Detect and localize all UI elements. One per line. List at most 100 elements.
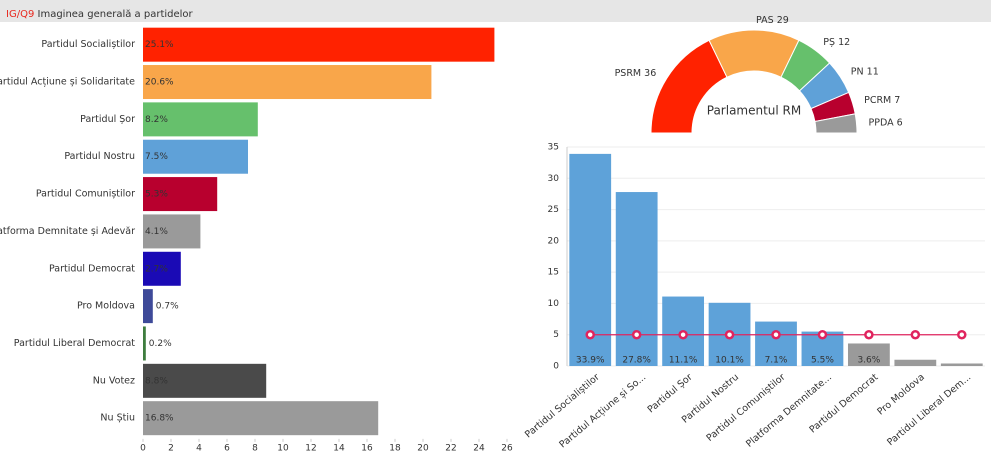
header-bar — [0, 0, 991, 22]
slice-label: PAS 29 — [756, 15, 789, 26]
y-tick-label: 35 — [548, 143, 559, 153]
bar — [143, 27, 495, 62]
bar — [143, 401, 379, 436]
slice-value: 6 — [897, 117, 903, 128]
x-tick-label: 22 — [445, 443, 456, 453]
bar — [143, 289, 153, 324]
value-label: 3.6% — [857, 356, 880, 366]
value-label: 5.5% — [811, 356, 834, 366]
value-label: 2.7% — [145, 264, 168, 274]
value-label: 8.8% — [145, 376, 168, 386]
line-marker — [910, 329, 921, 340]
slice-label: PȘ 12 — [823, 37, 850, 48]
bar — [615, 192, 658, 366]
slice-label: PPDA 6 — [869, 117, 903, 128]
y-tick-label: Nu Știu — [100, 413, 135, 424]
x-tick-label: 16 — [361, 443, 373, 453]
pie-slice — [814, 113, 858, 134]
slice-value: 11 — [867, 66, 879, 77]
slice-value: 7 — [894, 95, 900, 106]
value-label: 16.8% — [145, 414, 174, 424]
bar — [940, 363, 983, 366]
x-tick-label: 20 — [417, 443, 429, 453]
line-marker — [631, 329, 642, 340]
y-tick-label: 25 — [548, 205, 559, 215]
x-tick-label: 24 — [473, 443, 485, 453]
line-marker — [724, 329, 735, 340]
line-marker — [864, 329, 874, 340]
line-marker — [678, 329, 688, 340]
x-tick-label: Partidul Acțiune și So... — [557, 372, 648, 451]
x-tick-label: 4 — [196, 443, 202, 453]
bar — [143, 65, 432, 100]
x-tick-label: 8 — [252, 443, 258, 453]
value-label: 20.6% — [145, 78, 174, 88]
y-tick-label: 15 — [548, 268, 559, 278]
slice-name: PȘ — [823, 37, 835, 48]
bar — [143, 102, 258, 137]
value-label: 25.1% — [145, 40, 174, 50]
y-tick-label: 0 — [553, 362, 559, 372]
y-tick-label: Pro Moldova — [77, 301, 135, 312]
value-label: 10.1% — [715, 356, 744, 366]
slice-label: PN 11 — [851, 66, 879, 77]
x-tick-label: Partidul Socialiștilor — [523, 372, 602, 441]
value-label: 0.2% — [149, 339, 172, 349]
line-marker — [585, 329, 595, 340]
line-marker — [817, 329, 828, 340]
slice-name: PN — [851, 66, 864, 77]
bar — [143, 139, 248, 174]
bar — [847, 343, 890, 366]
slice-name: PPDA — [869, 117, 895, 128]
y-tick-label: Platforma Demnitate și Adevăr — [0, 226, 135, 237]
x-tick-label: Platforma Demnitate... — [744, 372, 834, 450]
y-tick-label: Partidul Liberal Democrat — [14, 338, 135, 349]
value-label: 4.1% — [145, 227, 168, 237]
y-tick-label: Partidul Șor — [80, 114, 135, 125]
x-tick-label: 26 — [501, 443, 513, 453]
slice-label: PSRM 36 — [615, 67, 657, 78]
x-tick-label: 2 — [168, 443, 174, 453]
value-label: 27.8% — [622, 356, 651, 366]
header-title: Imaginea generală a partidelor — [38, 9, 194, 20]
slice-name: PSRM — [615, 67, 642, 78]
bar — [894, 359, 937, 366]
value-label: 5.3% — [145, 190, 168, 200]
y-tick-label: Partidul Comuniștilor — [36, 189, 135, 200]
x-tick-label: 18 — [389, 443, 401, 453]
bar — [143, 363, 267, 398]
header-code: IG/Q9 — [6, 9, 34, 20]
slice-label: PCRM 7 — [864, 95, 900, 106]
value-label: 0.7% — [156, 302, 179, 312]
x-tick-label: 10 — [277, 443, 289, 453]
bar — [755, 321, 797, 366]
y-tick-label: Partidul Nostru — [64, 151, 135, 162]
x-tick-label: 14 — [333, 443, 345, 453]
y-tick-label: 30 — [548, 174, 560, 184]
value-label: 7.5% — [145, 152, 168, 162]
value-label: 7.1% — [765, 356, 788, 366]
y-tick-label: 10 — [548, 299, 560, 309]
x-tick-label: 0 — [140, 443, 146, 453]
value-label: 11.1% — [669, 356, 698, 366]
x-tick-label: 6 — [224, 443, 230, 453]
slice-value: 12 — [838, 37, 850, 48]
y-tick-label: Partidul Acțiune și Solidaritate — [0, 77, 135, 88]
line-marker — [771, 329, 781, 340]
bar — [143, 251, 181, 286]
bar — [143, 326, 146, 361]
x-tick-label: Partidul Comuniștilor — [705, 372, 788, 444]
y-tick-label: Partidul Democrat — [49, 263, 135, 274]
line-marker — [957, 329, 967, 340]
slice-value: 29 — [777, 15, 789, 26]
y-tick-label: 20 — [548, 236, 560, 246]
x-tick-label: 12 — [305, 443, 316, 453]
x-tick-label: Partidul Liberal Dem... — [885, 372, 973, 448]
value-label: 33.9% — [576, 356, 605, 366]
y-tick-label: 5 — [553, 330, 559, 340]
slice-name: PCRM — [864, 95, 891, 106]
bar — [143, 177, 218, 212]
slice-value: 36 — [644, 67, 656, 78]
value-label: 8.2% — [145, 115, 168, 125]
slice-name: PAS — [756, 15, 774, 26]
